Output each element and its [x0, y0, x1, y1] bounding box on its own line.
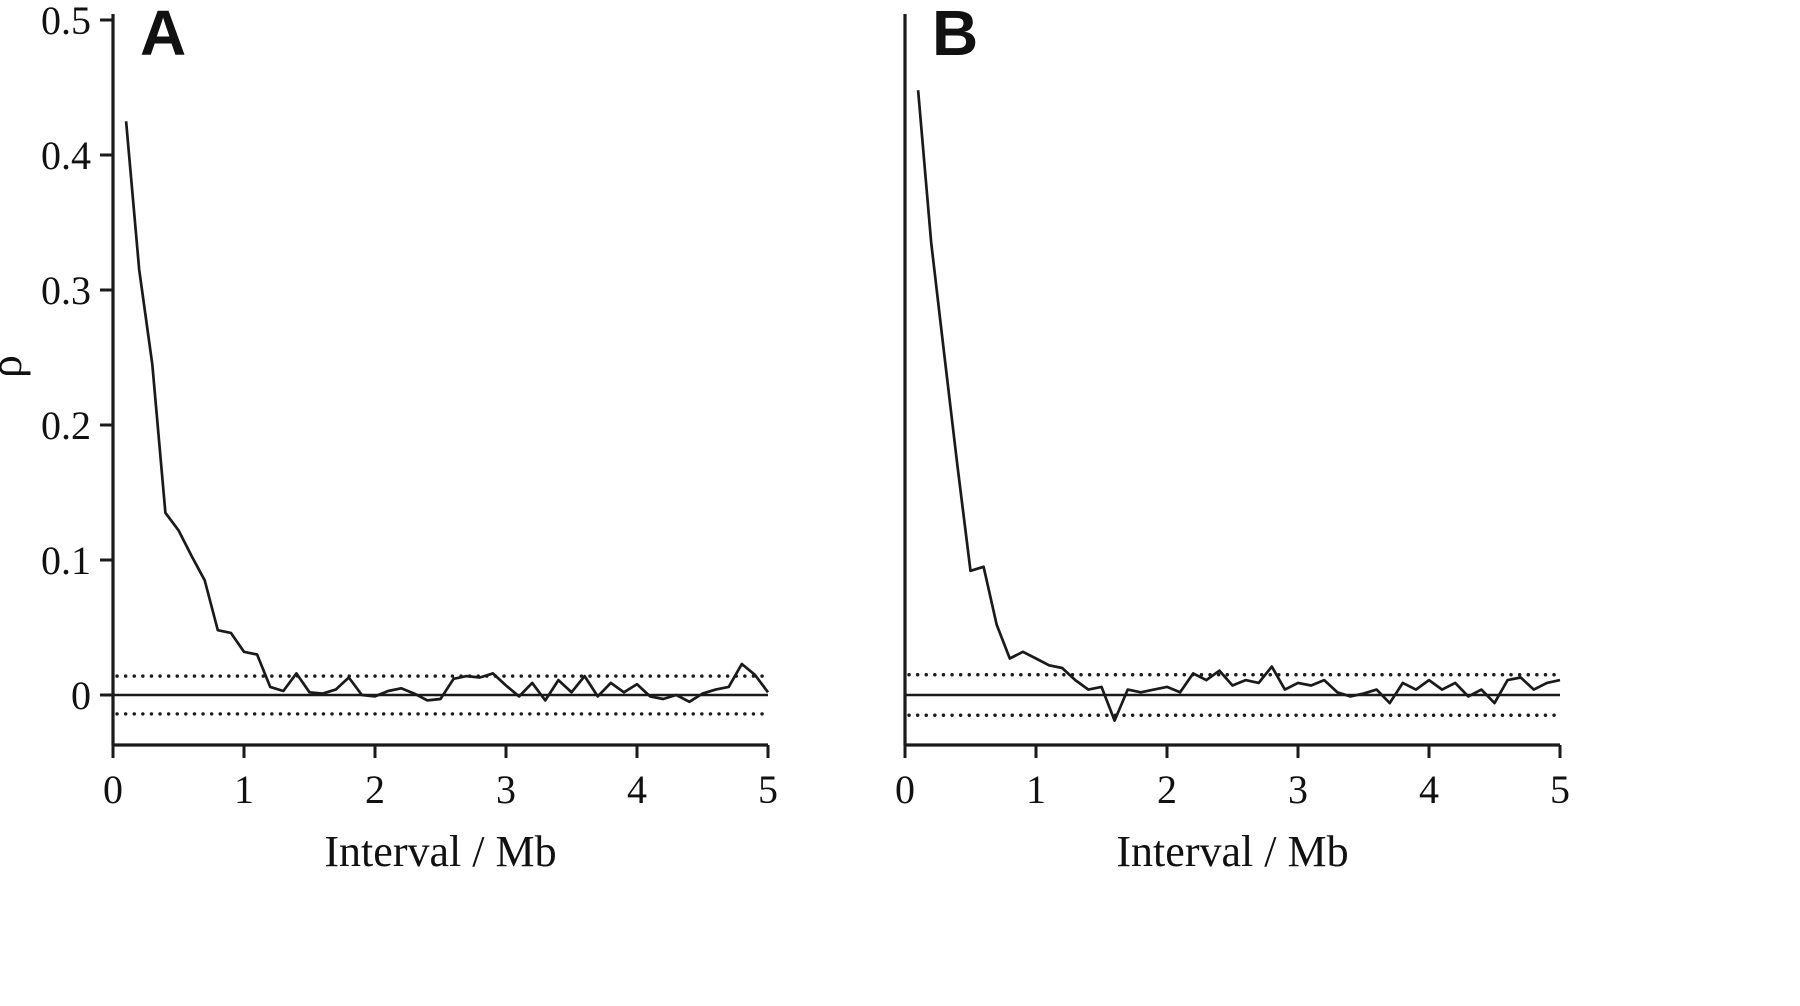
y-tick-label: 0.4 — [41, 133, 91, 178]
x-tick-label: 5 — [758, 767, 778, 812]
panel-b: 0 1 2 3 4 5 B Interval / Mb — [880, 0, 1800, 1006]
y-tick-label: 0.3 — [41, 268, 91, 313]
x-tick-label: 3 — [496, 767, 516, 812]
y-tick-label: 0.2 — [41, 403, 91, 448]
x-tick-label: 1 — [1026, 767, 1046, 812]
panel-a-y-axis-label: ρ — [0, 355, 32, 378]
panel-a-chart: 0 1 2 3 4 5 0 0.1 0.2 0.3 0.4 0.5 — [41, 0, 778, 812]
x-tick-label: 4 — [627, 767, 647, 812]
panel-a-x-axis-label: Interval / Mb — [324, 827, 557, 876]
autocorrelation-series-line — [916, 90, 1561, 722]
panel-b-chart: 0 1 2 3 4 5 — [895, 14, 1570, 812]
autocorrelation-series-line — [124, 121, 770, 704]
x-tick-label: 0 — [103, 767, 123, 812]
x-tick-label: 3 — [1288, 767, 1308, 812]
y-tick-label: 0 — [71, 673, 91, 718]
x-tick-label: 0 — [895, 767, 915, 812]
panel-a: 0 1 2 3 4 5 0 0.1 0.2 0.3 0.4 0.5 A ρ Interval / Mb — [0, 0, 880, 1006]
panel-b-x-axis-label: Interval / Mb — [1116, 827, 1349, 876]
x-tick-label: 4 — [1419, 767, 1439, 812]
panel-b-letter: B — [932, 0, 979, 69]
panel-a-letter: A — [140, 0, 187, 69]
y-tick-label: 0.1 — [41, 538, 91, 583]
y-tick-label: 0.5 — [41, 0, 91, 43]
x-tick-label: 2 — [365, 767, 385, 812]
x-tick-label: 2 — [1157, 767, 1177, 812]
x-tick-label: 5 — [1550, 767, 1570, 812]
x-tick-label: 1 — [234, 767, 254, 812]
